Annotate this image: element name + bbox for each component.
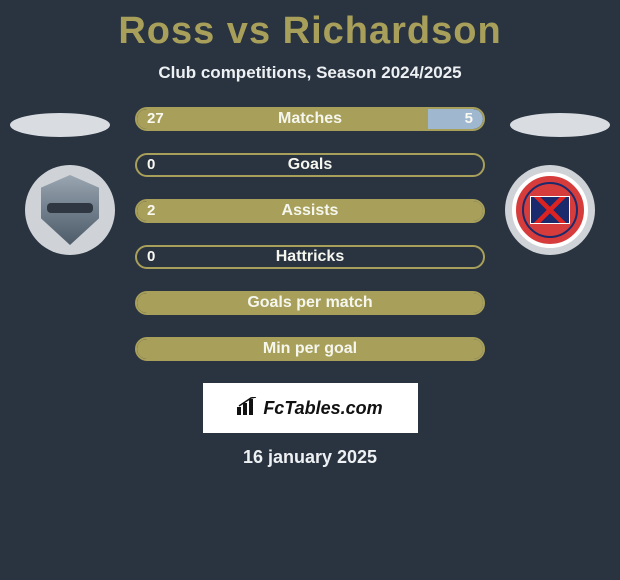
page-title: Ross vs Richardson [0, 0, 620, 53]
stat-bar: Hattricks0 [135, 245, 485, 269]
stat-value-left: 0 [137, 155, 165, 175]
stat-value-left: 27 [137, 109, 174, 129]
date-text: 16 january 2025 [0, 447, 620, 468]
chart-icon [237, 397, 257, 420]
stat-label: Hattricks [137, 247, 483, 267]
roundel-icon [512, 172, 588, 248]
stat-label: Min per goal [137, 339, 483, 359]
stat-bar: Min per goal [135, 337, 485, 361]
stat-value-left: 2 [137, 201, 165, 221]
stat-bar: Matches27 5 [135, 107, 485, 131]
player-shadow-left [10, 113, 110, 137]
stat-bar: Goals per match [135, 291, 485, 315]
stat-label: Assists [137, 201, 483, 221]
club-crest-right [505, 165, 595, 255]
stat-label: Matches [137, 109, 483, 129]
stat-value-left: 0 [137, 247, 165, 267]
comparison-panel: Matches275Goals0Assists2Hattricks0Goals … [0, 107, 620, 468]
club-crest-left [25, 165, 115, 255]
stat-value-right: 5 [455, 109, 483, 129]
stat-bar: Goals0 [135, 153, 485, 177]
subtitle: Club competitions, Season 2024/2025 [0, 63, 620, 83]
brand-text: FcTables.com [263, 398, 382, 419]
stat-label: Goals per match [137, 293, 483, 313]
shield-icon [41, 175, 99, 245]
stat-label: Goals [137, 155, 483, 175]
player-shadow-right [510, 113, 610, 137]
stat-bar: Assists2 [135, 199, 485, 223]
brand-box: FcTables.com [203, 383, 418, 433]
stat-bars: Matches275Goals0Assists2Hattricks0Goals … [135, 107, 485, 361]
